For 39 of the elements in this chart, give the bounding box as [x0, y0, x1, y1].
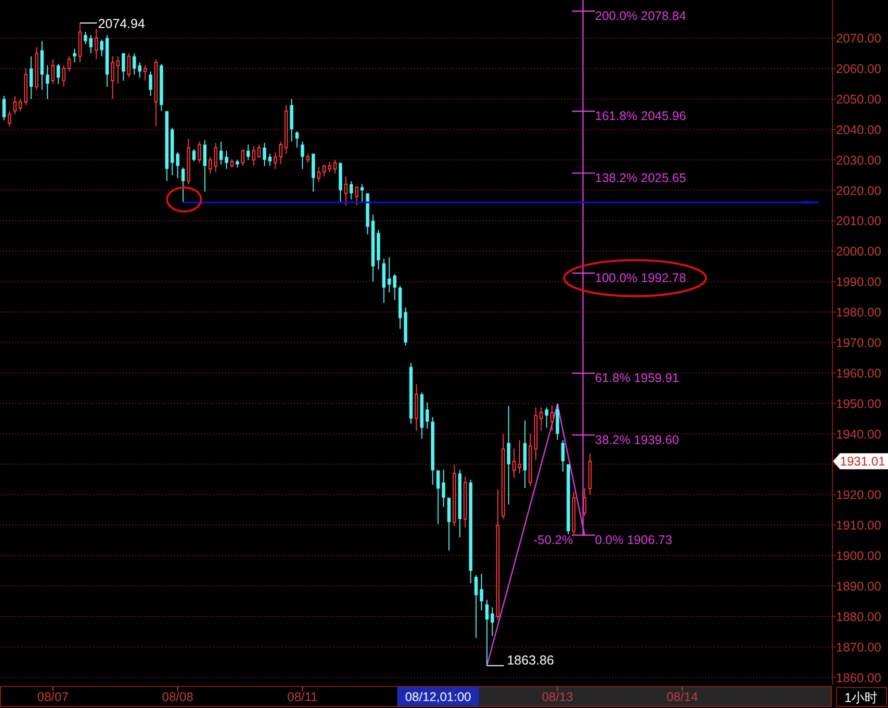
y-tick-label: 2030.00 — [836, 153, 882, 168]
y-tick-label: 1900.00 — [836, 549, 882, 564]
ref-line-label: 161.8% 2045.96 — [595, 109, 686, 124]
y-tick-label: 2010.00 — [836, 214, 882, 228]
y-tick-label: 2070.00 — [836, 32, 882, 46]
ref-line-label: 61.8% 1959.91 — [595, 371, 680, 386]
x-tick-label: 08/14 — [666, 690, 698, 704]
x-tick-label: 08/08 — [162, 690, 194, 704]
y-tick-label: 1960.00 — [836, 366, 882, 380]
price-tag: 1931.01 — [833, 453, 888, 470]
y-tick-label: 1950.00 — [836, 396, 882, 411]
y-tick-label: 2000.00 — [836, 244, 882, 259]
x-tick-label: 08/11 — [287, 690, 318, 704]
x-tick-label: 08/07 — [37, 690, 69, 704]
ref-line-label: 100.0% 1992.78 — [595, 271, 686, 286]
y-tick-label: 1940.00 — [836, 427, 882, 442]
y-tick-label: 1890.00 — [836, 580, 882, 594]
y-tick-label: 1910.00 — [836, 518, 882, 533]
annotation: 2074.94 — [98, 16, 146, 32]
ref-line-label: 200.0% 2078.84 — [595, 9, 686, 24]
text: 1小时 — [844, 690, 878, 705]
ref-line-label: 0.0% 1906.73 — [595, 533, 672, 548]
y-tick-label: 2040.00 — [836, 122, 882, 137]
x-tick-label: 08/13 — [542, 690, 574, 704]
y-tick-label: 1880.00 — [836, 610, 882, 624]
ref-line-label: 38.2% 1939.60 — [595, 433, 680, 448]
annotation: -50.2% — [533, 533, 573, 548]
y-tick-label: 1980.00 — [836, 306, 882, 320]
y-tick-label: 2060.00 — [836, 62, 882, 76]
y-tick-label: 2020.00 — [836, 184, 882, 198]
y-tick-label: 1860.00 — [836, 670, 882, 685]
y-tick-label: 2050.00 — [836, 92, 882, 106]
ref-line-label: 138.2% 2025.65 — [595, 171, 686, 186]
y-tick-label: 1970.00 — [836, 336, 882, 350]
x-tick-label: 08/12,01:00 — [405, 690, 472, 704]
annotation: 1863.86 — [506, 652, 554, 668]
y-tick-label: 1920.00 — [836, 488, 882, 502]
y-tick-label: 1870.00 — [836, 640, 882, 654]
y-tick-label: 1990.00 — [836, 275, 882, 290]
